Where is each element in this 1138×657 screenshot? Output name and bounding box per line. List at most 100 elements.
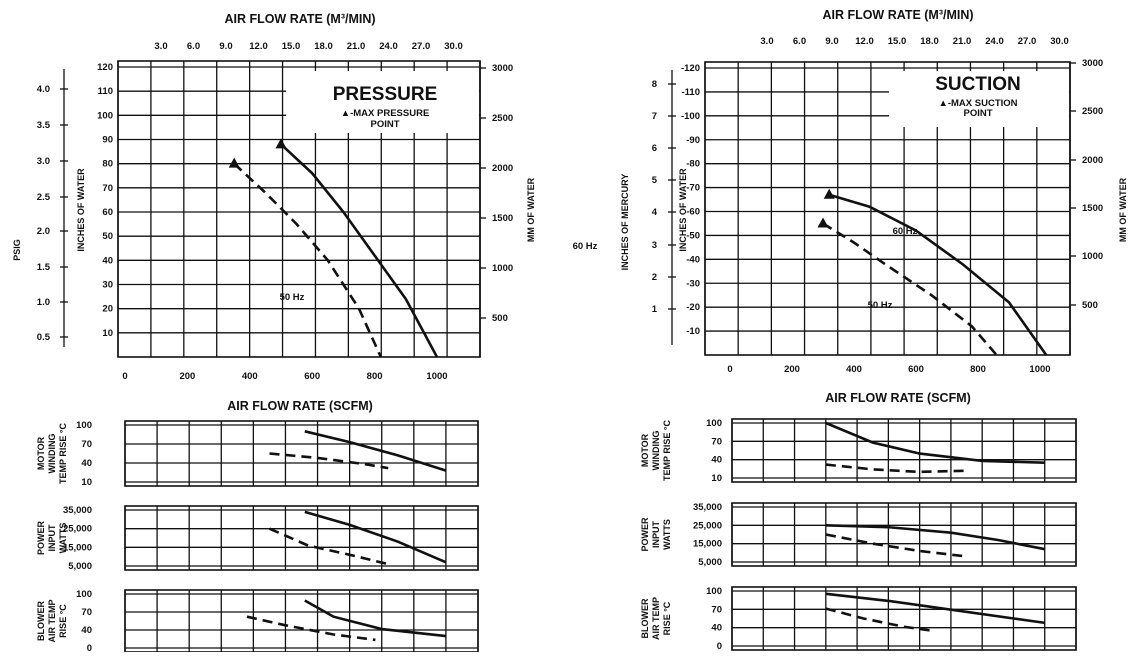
y-axis-title: INPUT — [47, 524, 57, 552]
x-tick-label: 600 — [908, 364, 924, 375]
legend-text: POINT — [963, 108, 992, 119]
y-tick-label: 5,000 — [68, 561, 92, 572]
series-line — [825, 592, 1046, 625]
y3-tick-label: 3.0 — [37, 156, 50, 167]
max-point-marker — [823, 188, 835, 199]
y-axis-title: RISE °C — [662, 601, 672, 635]
series-line — [304, 430, 447, 472]
y-tick-label: 25,000 — [693, 520, 722, 531]
legend-text: ▲-MAX SUCTION — [938, 98, 1017, 109]
y-tick-label: -20 — [686, 302, 700, 313]
max-point-marker — [275, 138, 287, 149]
legend-box — [889, 71, 1069, 127]
series-line — [304, 599, 447, 638]
series-line — [269, 452, 389, 470]
top-tick-label: 9.0 — [219, 41, 232, 52]
top-tick-label: 27.0 — [1018, 36, 1037, 47]
max-point-marker — [228, 157, 240, 168]
top-tick-label: 12.0 — [249, 41, 268, 52]
y2-tick-label: 1000 — [492, 263, 513, 274]
chart-title: SUCTION — [935, 74, 1021, 95]
x-tick-label: 600 — [304, 371, 320, 382]
series-line — [825, 421, 1046, 464]
y-axis-title: POWER — [640, 517, 650, 552]
plot-frame — [124, 589, 479, 653]
y-tick-label: -40 — [686, 254, 700, 265]
y-tick-label: 60 — [102, 207, 113, 218]
series-line — [268, 527, 389, 566]
y2-axis-title: MM OF WATER — [1118, 177, 1128, 242]
y-tick-label: -80 — [686, 159, 700, 170]
y3-tick-label: 4.0 — [37, 84, 50, 95]
y2-tick-label: 3000 — [1082, 58, 1103, 69]
y-tick-label: 90 — [102, 135, 113, 146]
series-line — [822, 222, 998, 356]
y-tick-label: -100 — [681, 111, 700, 122]
y-tick-label: 35,000 — [63, 505, 92, 516]
y3-axis-title: INCHES OF MERCURY — [620, 174, 630, 271]
y3-tick-label: 2 — [652, 272, 657, 283]
top-tick-label: 24.0 — [379, 41, 398, 52]
y-tick-label: -110 — [682, 87, 701, 98]
x-axis-title: AIR FLOW RATE (SCFM) — [227, 399, 373, 413]
y-axis-title: WINDING — [47, 434, 57, 474]
plot-frame — [124, 505, 479, 571]
top-tick-label: 30.0 — [1050, 36, 1069, 47]
y-tick-label: 15,000 — [63, 542, 92, 553]
top-tick-label: 6.0 — [187, 41, 200, 52]
y3-tick-label: 1.5 — [37, 262, 51, 273]
y-tick-label: 35,000 — [693, 502, 722, 513]
y3-tick-label: 3 — [652, 240, 657, 251]
y-tick-label: -50 — [686, 230, 700, 241]
y2-tick-label: 1000 — [1082, 251, 1103, 262]
y-tick-label: 30 — [102, 280, 113, 291]
x-tick-label: 400 — [846, 364, 862, 375]
y-axis-title: INCHES OF WATER — [678, 168, 688, 252]
max-point-marker — [817, 217, 829, 228]
y-axis-title: WINDING — [651, 431, 661, 471]
y-tick-label: -60 — [686, 207, 700, 218]
top-axis-title: AIR FLOW RATE (M³/MIN) — [822, 8, 973, 22]
top-tick-label: 24.0 — [985, 36, 1004, 47]
y-tick-label: 25,000 — [63, 524, 92, 535]
top-tick-label: 30.0 — [444, 41, 463, 52]
plot-frame — [731, 502, 1077, 567]
series-line — [233, 162, 382, 358]
y-axis-title: WATTS — [662, 519, 672, 550]
y-tick-label: 5,000 — [698, 557, 722, 568]
y-axis-title: WATTS — [58, 523, 68, 554]
series-line — [825, 463, 967, 474]
y-axis-title: POWER — [36, 521, 46, 556]
y-axis-title: AIR TEMP — [651, 597, 661, 640]
y-axis-title: TEMP RISE °C — [58, 423, 68, 484]
y-axis-title: AIR TEMP — [47, 599, 57, 642]
y3-tick-label: 4 — [652, 207, 658, 218]
y-tick-label: 100 — [706, 418, 722, 429]
y2-tick-label: 500 — [1082, 300, 1098, 311]
y2-tick-label: 2000 — [492, 163, 513, 174]
y-tick-label: 120 — [97, 62, 113, 73]
top-tick-label: 9.0 — [825, 36, 838, 47]
y-tick-label: 70 — [81, 607, 92, 618]
series-label: 60 Hz — [573, 241, 598, 252]
y-tick-label: -10 — [686, 326, 700, 337]
series-line — [825, 607, 936, 633]
y2-axis-title: MM OF WATER — [526, 177, 536, 242]
y-tick-label: 100 — [97, 110, 113, 121]
x-axis-title: AIR FLOW RATE (SCFM) — [825, 391, 971, 405]
top-tick-label: 27.0 — [412, 41, 431, 52]
y-tick-label: 100 — [76, 589, 92, 600]
y-tick-label: 70 — [81, 439, 92, 450]
x-tick-label: 800 — [970, 364, 986, 375]
y3-tick-label: 2.0 — [37, 226, 50, 237]
y-tick-label: 100 — [706, 586, 722, 597]
top-tick-label: 15.0 — [888, 36, 907, 47]
y3-tick-label: 0.5 — [37, 332, 51, 343]
y-tick-label: 40 — [711, 455, 722, 466]
x-tick-label: 1000 — [426, 371, 447, 382]
y2-tick-label: 500 — [492, 313, 508, 324]
top-axis-title: AIR FLOW RATE (M³/MIN) — [224, 12, 375, 26]
y3-tick-label: 8 — [652, 79, 657, 90]
y3-tick-label: 7 — [652, 111, 657, 122]
top-tick-label: 6.0 — [793, 36, 806, 47]
